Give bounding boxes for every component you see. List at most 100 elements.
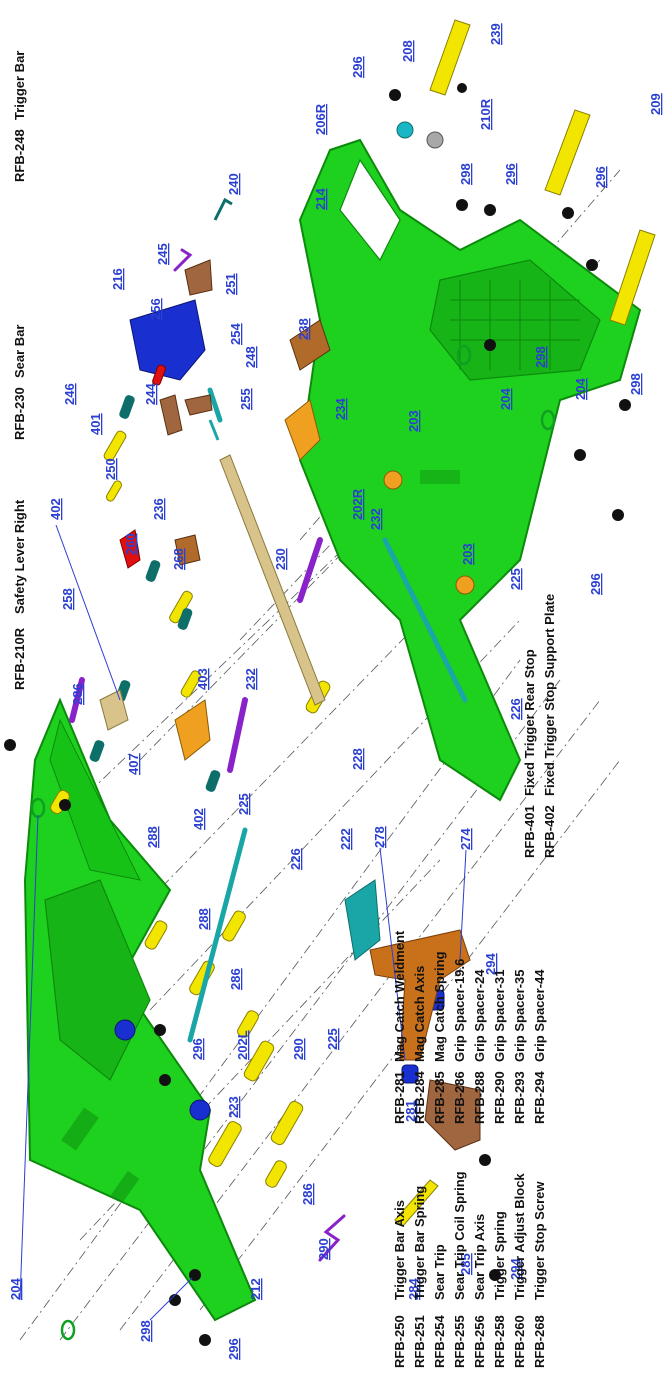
legend-name: Trigger Adjust Block [512,1173,527,1300]
callout-294: 294 [483,953,498,975]
callout-403: 403 [195,668,210,690]
springs [69,248,346,1262]
legend-top: RFB-210R Safety Lever Right RFB-230 Sear… [12,51,27,690]
callout-254: 254 [228,323,243,345]
legend-bottom-left: RFB-250 Trigger Bar Axis RFB-251 Trigger… [392,1171,547,1368]
callout-216: 216 [110,268,125,290]
callout-214: 214 [313,188,328,210]
legend-name: Grip Spacer-31 [492,970,507,1063]
callout-296: 296 [593,166,608,188]
callout-285: 285 [458,1253,473,1275]
callout-202L: 202L [235,1030,250,1060]
callout-203: 203 [460,543,475,565]
legend-code: RFB-256 [472,1315,487,1368]
callout-250: 250 [103,458,118,480]
legend-code: RFB-248 [12,129,27,182]
callout-204: 204 [498,388,513,410]
legend-name: Mag Catch Spring [432,951,447,1062]
callout-298: 298 [533,346,548,368]
callout-296: 296 [350,56,365,78]
legend-name: Fixed Trigger Stop Support Plate [542,594,557,796]
callout-239: 239 [488,23,503,45]
legend-code: RFB-251 [412,1315,427,1368]
callout-246: 246 [62,383,77,405]
callout-281: 281 [403,1100,418,1122]
callout-232: 232 [243,668,258,690]
callout-225: 225 [236,793,251,815]
callout-228: 228 [350,748,365,770]
grip-frame-right [298,138,642,802]
callout-290: 290 [316,1238,331,1260]
callout-222: 222 [338,828,353,850]
legend-name: Grip Spacer-24 [472,969,487,1062]
legend-name: Trigger Bar Spring [412,1186,427,1300]
callout-204: 204 [573,378,588,400]
legend-code: RFB-293 [512,1071,527,1124]
callout-251: 251 [223,273,238,295]
callout-248: 248 [243,346,258,368]
legend-name: Mag Catch Weldment [392,930,407,1062]
legend-name: Sear Bar [12,325,27,378]
legend-code: RFB-290 [492,1071,507,1124]
callout-225: 225 [325,1028,340,1050]
callout-278: 278 [372,826,387,848]
callout-234: 234 [333,398,348,420]
legend-code: RFB-285 [432,1071,447,1124]
callout-407: 407 [126,753,141,775]
legend-name: Trigger Stop Screw [532,1181,547,1300]
callout-225: 225 [508,568,523,590]
callout-298: 298 [628,373,643,395]
callout-210R: 210R [478,98,493,130]
legend-name: Safety Lever Right [12,499,27,614]
callout-296: 296 [226,1338,241,1360]
legend-code: RFB-281 [392,1071,407,1124]
legend-code: RFB-258 [492,1315,507,1368]
callout-232: 232 [368,508,383,530]
legend-name: Sear Trip [432,1244,447,1300]
legend-code: RFB-268 [532,1315,547,1368]
callout-296: 296 [190,1038,205,1060]
callout-298: 298 [458,163,473,185]
callout-260: 260 [123,533,138,555]
callout-296: 296 [503,163,518,185]
callout-402: 402 [48,498,63,520]
legend-code: RFB-288 [472,1071,487,1124]
callout-274: 274 [458,828,473,850]
legend-name: Sear Trip Axis [472,1214,487,1300]
callout-284: 284 [406,1278,421,1300]
legend-code: RFB-230 [12,387,27,440]
legend-code: RFB-255 [452,1315,467,1368]
callout-203: 203 [406,410,421,432]
legend-code: RFB-402 [542,805,557,858]
legend-code: RFB-401 [522,805,537,858]
legend-name: Trigger Spring [492,1211,507,1300]
callout-226: 226 [288,848,303,870]
callout-209: 209 [648,93,663,115]
teal-parts [89,121,414,961]
callout-240: 240 [226,173,241,195]
callout-223: 223 [226,1096,241,1118]
legend-name: Grip Spacer-44 [532,969,547,1062]
red-parts [119,364,166,569]
callout-294: 294 [508,1258,523,1280]
grip-frame-left [23,697,257,1322]
callout-258: 258 [60,588,75,610]
part-callouts: 204 298 296 212 286 290 223 202L 296 225… [8,23,663,1360]
callout-244: 244 [143,383,158,405]
legend-name: Trigger Bar [12,51,27,120]
callout-238: 238 [296,318,311,340]
callout-401: 401 [88,413,103,435]
callout-402: 402 [191,808,206,830]
callout-204: 204 [8,1278,23,1300]
legend-bottom-right: RFB-401 Fixed Trigger Rear Stop RFB-402 … [522,594,557,858]
legend-code: RFB-210R [12,627,27,690]
orange-parts [174,259,481,1151]
callout-226: 226 [508,698,523,720]
teal-rods [187,387,468,1043]
callout-256: 256 [148,298,163,320]
callout-230: 230 [273,548,288,570]
callout-290: 290 [291,1038,306,1060]
legend-code: RFB-294 [532,1070,547,1124]
callout-286: 286 [300,1183,315,1205]
callout-268: 268 [171,548,186,570]
